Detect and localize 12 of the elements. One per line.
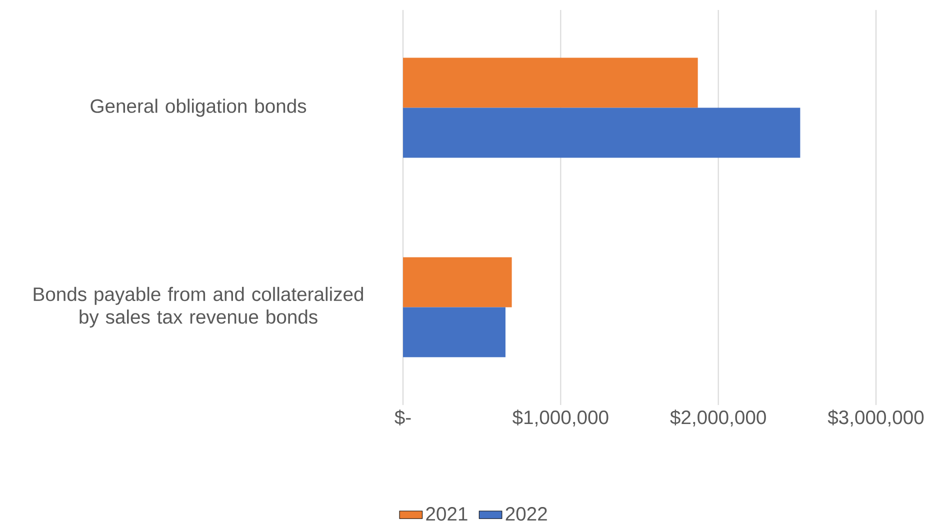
legend-label: 2022 [506, 507, 547, 521]
y-tick-label: Bonds payable from and collateralized by sales tax revenue bonds [34, 286, 364, 328]
bar [403, 108, 800, 158]
y-tick-label: General obligation bonds [90, 98, 306, 117]
x-tick-label: $- [394, 410, 411, 426]
x-tick-label: $1,000,000 [512, 410, 608, 426]
bar [403, 257, 512, 308]
bar [403, 58, 698, 108]
x-tick-label: $3,000,000 [828, 410, 924, 426]
legend-label: 2021 [426, 507, 468, 521]
x-tick-label: $2,000,000 [670, 410, 766, 426]
bar [403, 307, 506, 358]
